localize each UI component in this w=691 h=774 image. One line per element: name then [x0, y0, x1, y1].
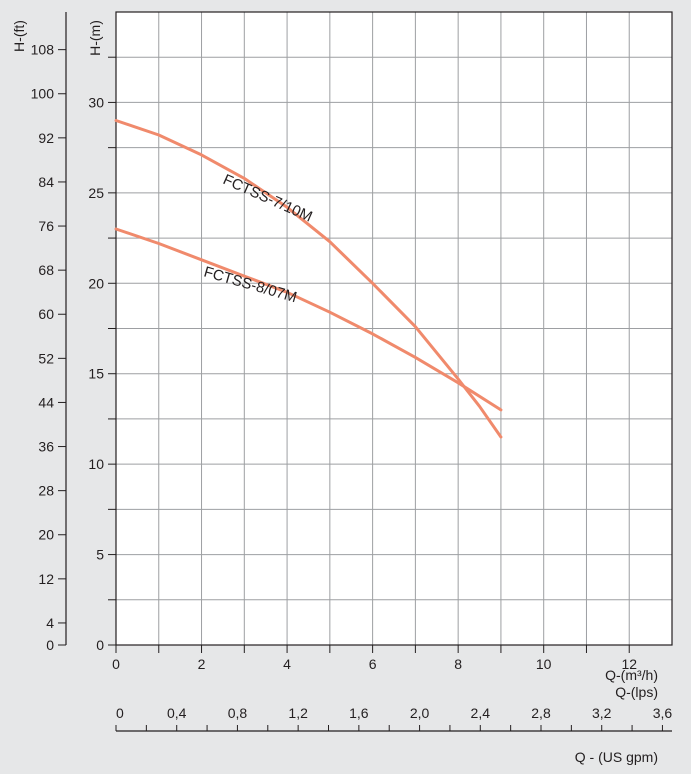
tertiary-x-axis-label: Q - (US gpm): [575, 749, 658, 765]
y-tick-label: 15: [88, 366, 104, 382]
x-tick-label: 10: [536, 656, 552, 672]
y-tick-label: 25: [88, 185, 104, 201]
ft-axis-label: H-(ft): [11, 20, 27, 52]
y-axis-label: H-(m): [87, 20, 103, 56]
ft-tick-label: 0: [46, 637, 54, 653]
grid-layer: [116, 12, 672, 645]
y-tick-label: 20: [88, 275, 104, 291]
lps-tick-label: 1,2: [288, 705, 308, 721]
x-tick-label: 2: [198, 656, 206, 672]
lps-tick-label: 2,4: [471, 705, 491, 721]
ft-tick-label: 84: [38, 174, 54, 190]
ft-tick-label: 92: [38, 130, 54, 146]
y-tick-label: 0: [96, 637, 104, 653]
x-axis-label: Q-(m³/h): [605, 667, 658, 683]
ft-tick-label: 68: [38, 262, 54, 278]
ft-tick-label: 60: [38, 306, 54, 322]
lps-tick-label: 3,2: [592, 705, 612, 721]
x-tick-label: 12: [621, 656, 637, 672]
ft-tick-label: 108: [31, 42, 55, 58]
ft-tick-label: 44: [38, 394, 54, 410]
lps-tick-label: 1,6: [349, 705, 369, 721]
ft-tick-label: 52: [38, 350, 54, 366]
lps-tick-label: 3,6: [653, 705, 673, 721]
ft-tick-label: 36: [38, 439, 54, 455]
series-line-2: [114, 227, 503, 412]
lps-tick-label: 0,4: [167, 705, 187, 721]
lps-tick-label: 0: [116, 705, 124, 721]
series-layer: [114, 119, 503, 439]
ft-tick-label: 100: [31, 86, 55, 102]
lps-tick-label: 2,0: [410, 705, 430, 721]
y-tick-label: 10: [88, 456, 104, 472]
ft-tick-label: 20: [38, 527, 54, 543]
x-tick-label: 8: [454, 656, 462, 672]
x-tick-label: 0: [112, 656, 120, 672]
ft-tick-label: 76: [38, 218, 54, 234]
axis-layer: 051015202530H-(m)04122028364452606876849…: [11, 11, 673, 765]
ft-tick-label: 4: [46, 615, 54, 631]
y-tick-label: 30: [88, 94, 104, 110]
lps-tick-label: 2,8: [531, 705, 551, 721]
x-tick-label: 6: [369, 656, 377, 672]
x-tick-label: 4: [283, 656, 291, 672]
ft-tick-label: 28: [38, 483, 54, 499]
y-tick-label: 5: [96, 547, 104, 563]
secondary-x-axis-label: Q-(lps): [615, 684, 658, 700]
lps-tick-label: 0,8: [228, 705, 248, 721]
ft-tick-label: 12: [38, 571, 54, 587]
